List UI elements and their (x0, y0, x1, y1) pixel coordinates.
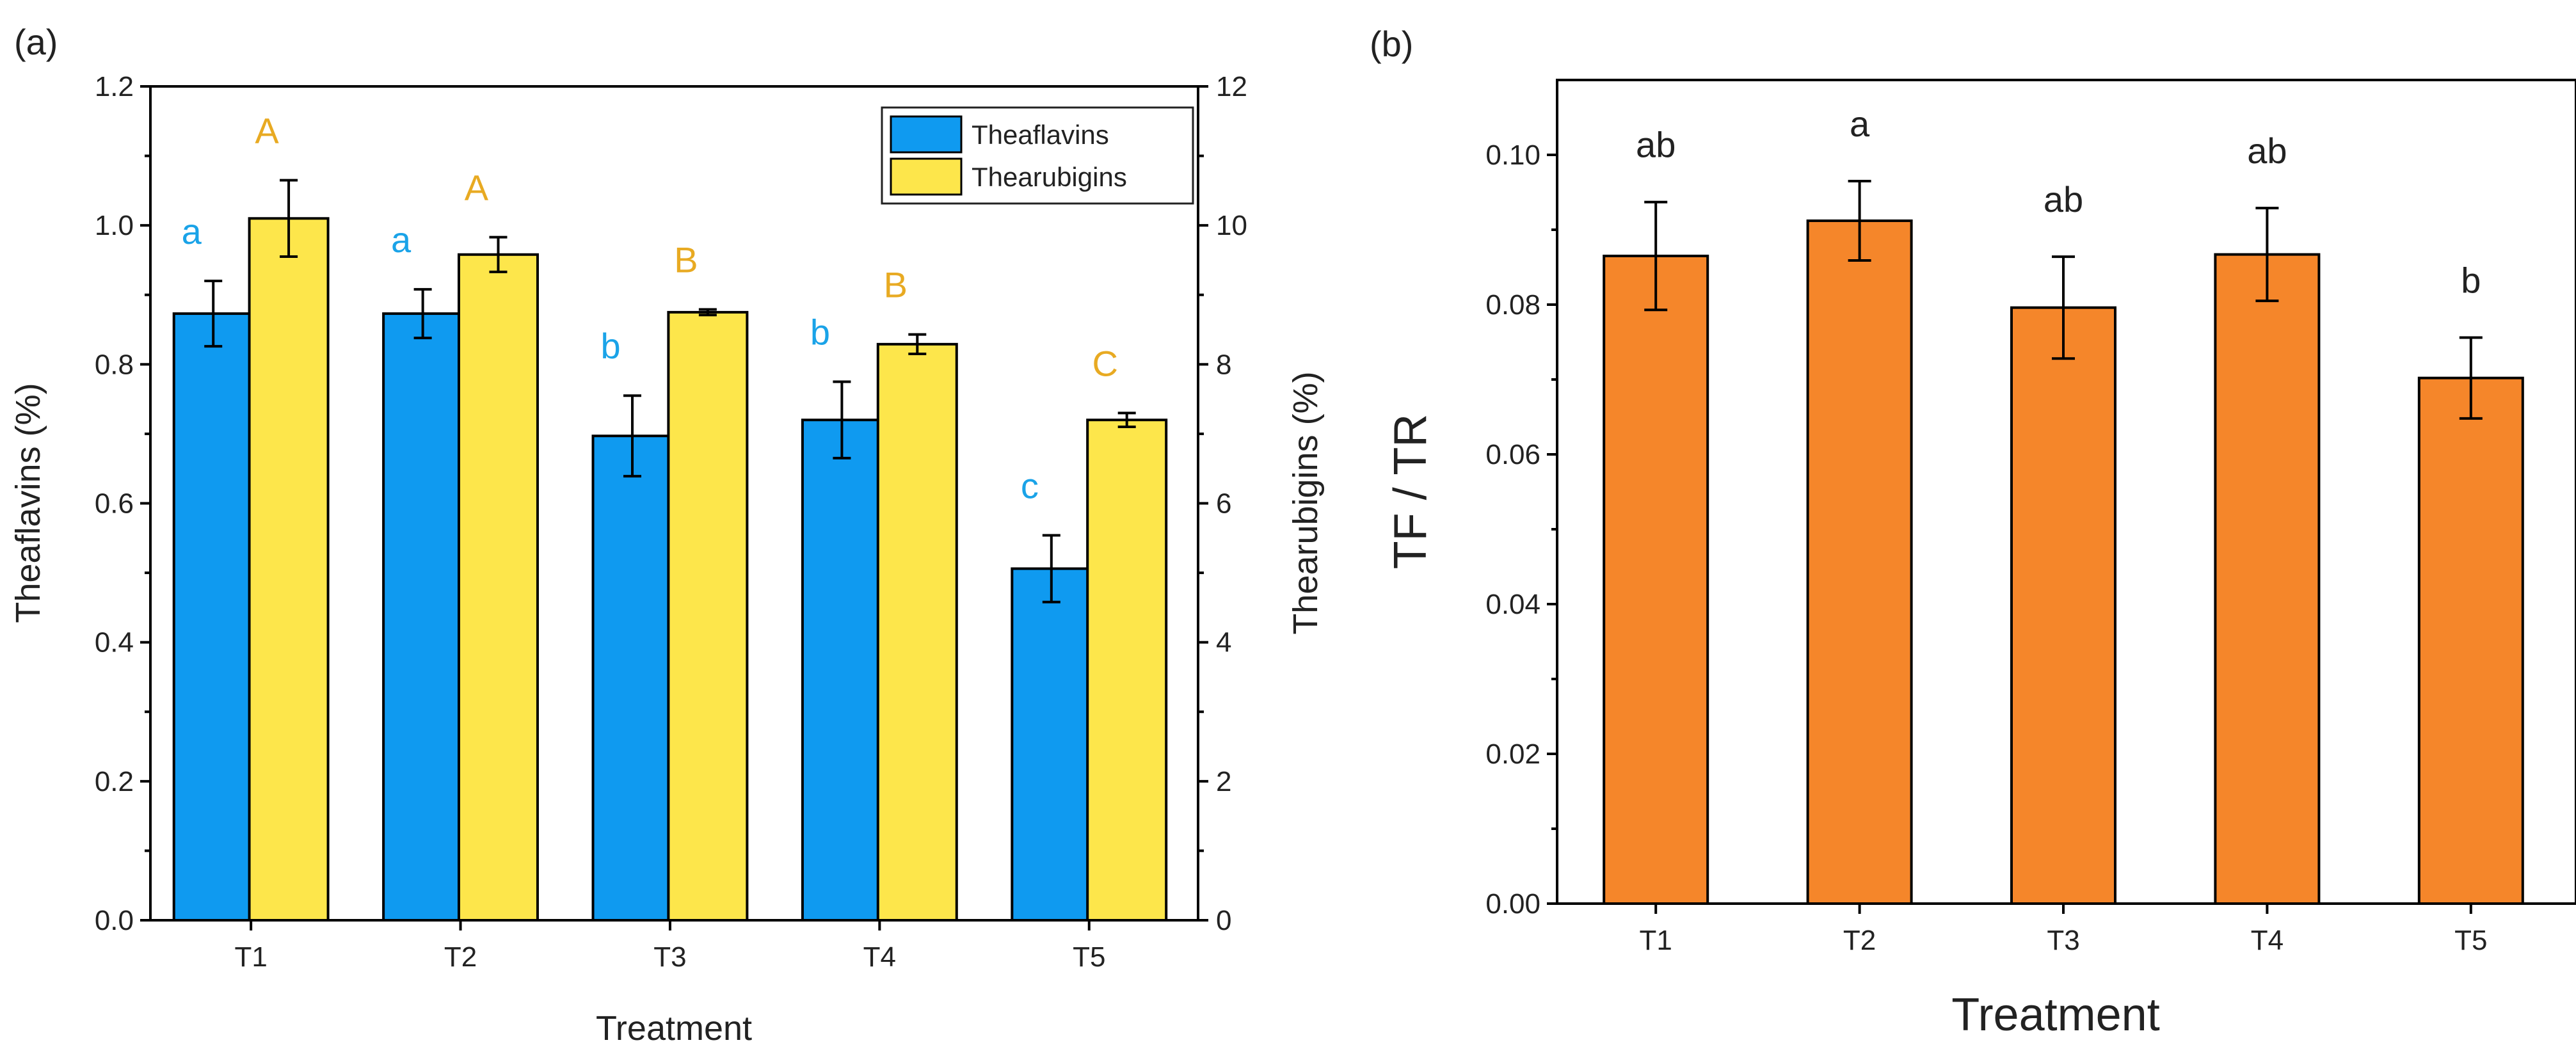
panel-a-x-axis: T1 T2 T3 T4 T5 (234, 920, 1105, 973)
bar-tf-tr-t4 (2214, 253, 2321, 905)
panel-b-x-axis: T1 T2 T3 T4 T5 (1640, 904, 2487, 956)
legend-label-theaflavins: Theaflavins (972, 120, 1109, 150)
x-tick-label: T3 (2047, 925, 2079, 956)
x-tick-label: T5 (1073, 941, 1105, 973)
left-tick-label: 0.4 (95, 627, 134, 659)
panel-b-x-axis-title: Treatment (1951, 989, 2159, 1041)
x-tick-label: T4 (2251, 925, 2284, 956)
x-tick-label: T5 (2454, 925, 2487, 956)
sig-letter-theaflavins-t3: b (600, 326, 620, 366)
panel-b-chart: (b) ab a ab ab b 0.00 0.02 0.04 0.06 0.08 0.10 T1… (1370, 24, 2576, 1041)
sig-letter-tf-tr-t1: ab (1636, 125, 1676, 165)
panel-a-legend: Theaflavins Thearubigins (881, 106, 1194, 205)
right-tick-label: 2 (1216, 766, 1231, 797)
sig-letter-tf-tr-t2: a (1850, 104, 1870, 144)
sig-letter-thearubigins-t1: A (255, 111, 279, 151)
x-tick-label: T2 (1843, 925, 1876, 956)
legend-swatch-theaflavins (890, 115, 963, 154)
legend-swatch-thearubigins (890, 157, 963, 196)
legend-label-thearubigins: Thearubigins (972, 162, 1127, 192)
right-tick-label: 12 (1216, 71, 1247, 102)
sig-letter-theaflavins-t2: a (391, 220, 412, 260)
left-tick-label: 0.0 (95, 905, 134, 936)
y-tick-label: 0.10 (1485, 140, 1540, 171)
bar-thearubigins-t1 (248, 217, 330, 922)
bar-thearubigins-t4 (876, 342, 958, 922)
panel-a-right-axis-title: Thearubigins (%) (1286, 371, 1325, 634)
left-tick-label: 1.0 (95, 210, 134, 241)
bar-thearubigins-t2 (457, 253, 539, 922)
y-tick-label: 0.06 (1485, 439, 1540, 470)
bar-theaflavins-t2 (382, 312, 464, 922)
panel-a-chart: (a) a a b b c A A B B C 0.0 0.2 0.4 0.6 0.8 1.0 1.2 0 2 4… (9, 22, 1325, 1048)
bar-tf-tr-t3 (2010, 306, 2116, 905)
panel-b-significance-letters: ab a ab ab b (1636, 104, 2481, 301)
sig-letter-thearubigins-t2: A (465, 168, 489, 208)
panel-a-right-axis: 0 2 4 6 8 10 12 (1198, 71, 1247, 936)
right-tick-label: 4 (1216, 627, 1231, 659)
panel-b-plot-frame (1556, 79, 2576, 905)
bar-theaflavins-t5 (1011, 567, 1092, 922)
bar-tf-tr-t1 (1603, 254, 1709, 905)
bar-thearubigins-t3 (667, 310, 749, 922)
sig-letter-thearubigins-t5: C (1092, 343, 1117, 383)
bar-theaflavins-t4 (801, 419, 883, 922)
right-tick-label: 10 (1216, 210, 1247, 241)
x-tick-label: T4 (863, 941, 896, 973)
bar-tf-tr-t2 (1806, 219, 1913, 906)
y-tick-label: 0.04 (1485, 589, 1540, 620)
x-tick-label: T3 (653, 941, 686, 973)
panel-a-left-axis-title: Theaflavins (%) (9, 383, 47, 623)
panel-b-label: (b) (1370, 24, 1413, 64)
sig-letter-theaflavins-t4: b (810, 312, 830, 352)
y-tick-label: 0.00 (1485, 888, 1540, 920)
panel-a-significance-letters: a a b b c A A B B C (182, 111, 1118, 506)
x-tick-label: T2 (444, 941, 477, 973)
sig-letter-thearubigins-t4: B (884, 265, 908, 305)
sig-letter-tf-tr-t5: b (2461, 260, 2481, 300)
panel-a-left-axis: 0.0 0.2 0.4 0.6 0.8 1.0 1.2 (95, 71, 150, 936)
sig-letter-theaflavins-t5: c (1021, 465, 1039, 506)
panel-a-x-axis-title: Treatment (596, 1009, 752, 1048)
left-tick-label: 0.6 (95, 488, 134, 520)
sig-letter-theaflavins-t1: a (182, 211, 202, 252)
right-tick-label: 6 (1216, 488, 1231, 520)
bar-thearubigins-t5 (1086, 419, 1168, 922)
left-tick-label: 0.8 (95, 349, 134, 380)
right-tick-label: 0 (1216, 905, 1231, 936)
bar-tf-tr-t5 (2417, 376, 2524, 905)
panel-b-y-axis: 0.00 0.02 0.04 0.06 0.08 0.10 (1485, 140, 1557, 920)
sig-letter-tf-tr-t3: ab (2044, 179, 2083, 220)
panel-b-y-axis-title: TF / TR (1385, 414, 1436, 570)
right-tick-label: 8 (1216, 349, 1231, 380)
panel-a-label: (a) (14, 22, 58, 62)
x-tick-label: T1 (234, 941, 267, 973)
y-tick-label: 0.02 (1485, 739, 1540, 770)
panel-a-error-bars (204, 179, 1136, 603)
left-tick-label: 0.2 (95, 766, 134, 797)
bar-theaflavins-t1 (172, 312, 254, 922)
sig-letter-tf-tr-t4: ab (2247, 131, 2287, 171)
x-tick-label: T1 (1640, 925, 1672, 956)
sig-letter-thearubigins-t3: B (674, 240, 698, 280)
left-tick-label: 1.2 (95, 71, 134, 102)
y-tick-label: 0.08 (1485, 289, 1540, 321)
panel-b-error-bars (1644, 179, 2483, 420)
bar-theaflavins-t3 (591, 435, 673, 922)
